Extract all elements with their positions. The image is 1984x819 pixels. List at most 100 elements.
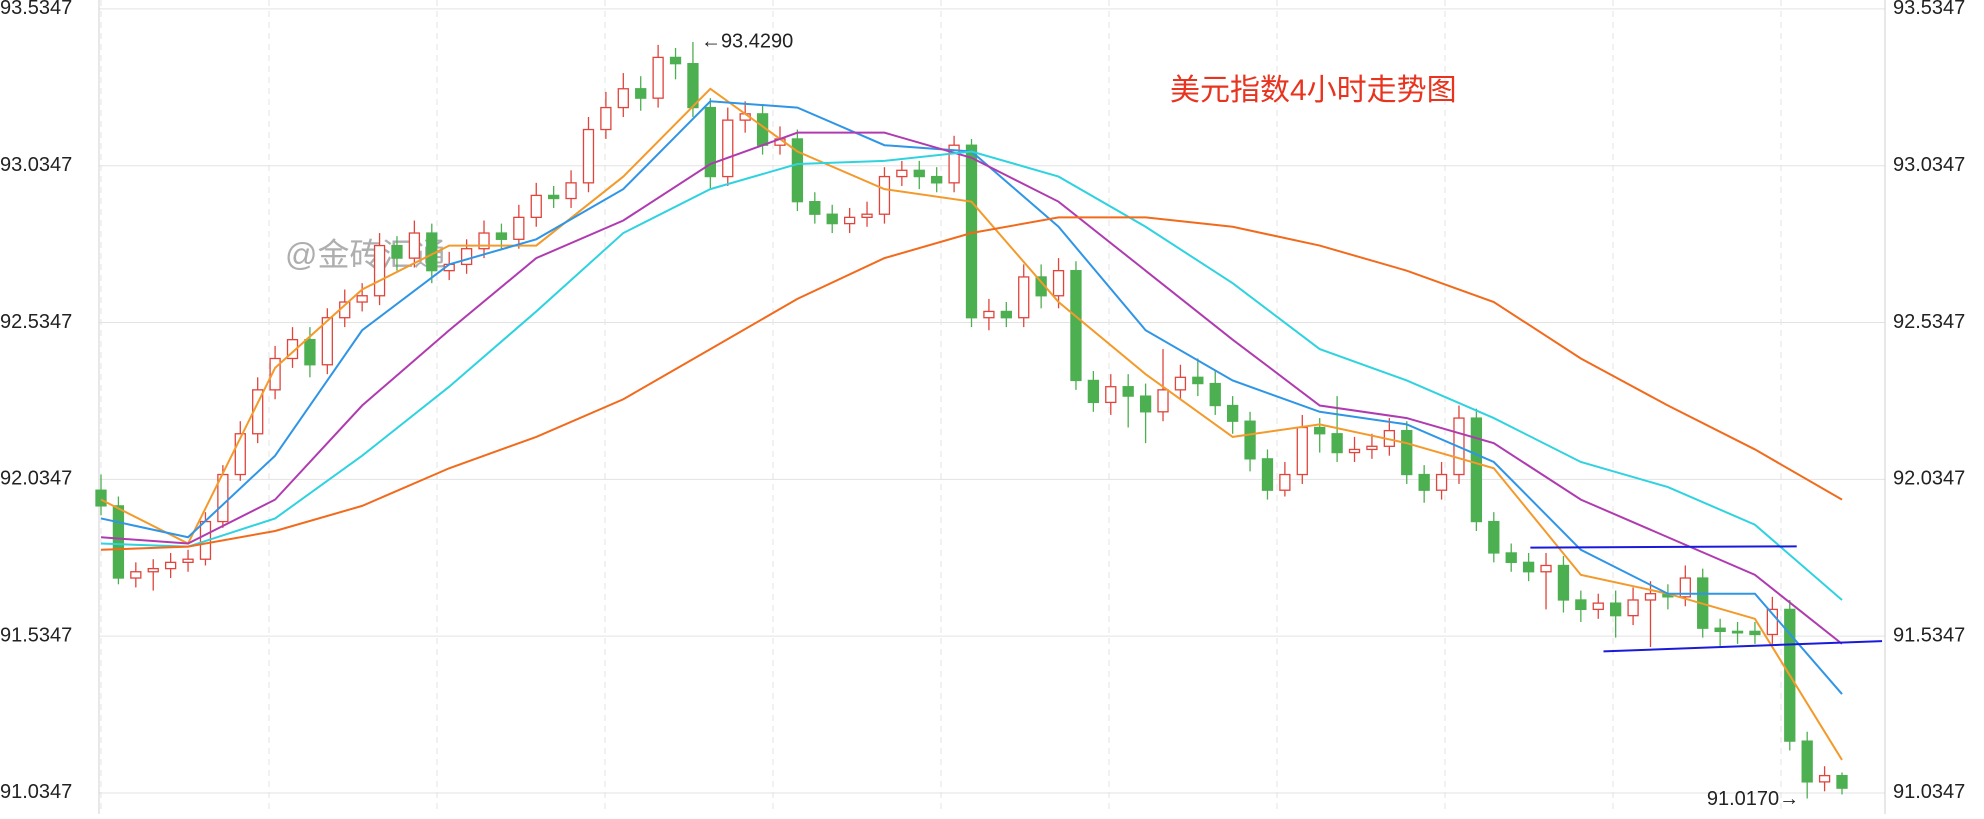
y-tick-label-right: 92.0347 <box>1893 468 1965 490</box>
moving-average-line <box>100 131 1843 645</box>
candle-body <box>1418 473 1430 491</box>
candle-body <box>1714 627 1726 632</box>
candle-body <box>687 63 699 109</box>
candle-body <box>95 489 107 507</box>
candle-body <box>861 213 873 218</box>
candle-body <box>1366 445 1378 451</box>
candle-body <box>1435 473 1448 491</box>
moving-average-line <box>100 150 1843 601</box>
candle-body <box>1139 395 1152 413</box>
candle-body <box>843 216 856 225</box>
candle-body <box>669 56 682 65</box>
watermark: @金砖汇通 <box>285 236 446 272</box>
candle-body <box>1052 270 1065 297</box>
candle-body <box>286 339 299 360</box>
y-tick-label-left: 91.0347 <box>0 781 72 803</box>
y-tick-label-right: 93.0347 <box>1893 154 1965 176</box>
candle-body <box>704 106 716 178</box>
candle-body <box>147 567 159 573</box>
candle-body <box>1592 602 1604 611</box>
candle-body <box>565 182 577 200</box>
y-tick-label-right: 91.5347 <box>1893 624 1965 646</box>
candle-body <box>408 232 421 259</box>
candle-body <box>635 88 647 99</box>
price-annotation: 91.0170→ <box>1707 788 1799 810</box>
candle-body <box>582 128 595 184</box>
y-tick-label-left: 93.0347 <box>0 154 72 176</box>
moving-average-line <box>100 87 1843 761</box>
candle-body <box>548 194 560 200</box>
candle-body <box>1192 376 1204 385</box>
candle-body <box>1557 564 1570 601</box>
candle-body <box>1296 426 1308 476</box>
candle-body <box>1627 599 1639 617</box>
candle-body <box>1209 382 1221 407</box>
chart-title: 美元指数4小时走势图 <box>1170 74 1457 107</box>
candle-body <box>913 169 925 178</box>
candle-body <box>1314 426 1326 435</box>
y-tick-label-left: 91.5347 <box>0 624 72 646</box>
candle-body <box>1679 577 1691 598</box>
candle-body <box>478 232 490 250</box>
candle-body <box>1836 774 1848 789</box>
candle-body <box>948 144 960 184</box>
candle-body <box>1261 458 1274 491</box>
candle-body <box>826 213 838 225</box>
candle-body <box>617 88 629 109</box>
trend-line <box>1530 545 1797 549</box>
candle-body <box>931 175 943 184</box>
candle-body <box>1401 429 1413 476</box>
candle-body <box>722 119 734 178</box>
y-tick-label-left: 93.5347 <box>0 0 72 19</box>
moving-average-line <box>100 216 1843 551</box>
candle-body <box>130 571 142 579</box>
candle-body <box>1801 740 1813 783</box>
candle-body <box>983 310 995 319</box>
candle-body <box>1018 276 1030 319</box>
candle-body <box>373 244 386 297</box>
price-annotation: ←93.4290 <box>701 30 793 52</box>
y-tick-label-right: 91.0347 <box>1893 781 1965 803</box>
candle-body <box>495 232 508 240</box>
candle-body <box>460 248 473 266</box>
candle-body <box>1174 376 1187 391</box>
candle-body <box>878 175 891 215</box>
y-tick-label-right: 93.5347 <box>1893 0 1965 19</box>
candle-body <box>1731 630 1744 634</box>
candle-body <box>391 244 403 259</box>
candle-body <box>1348 448 1361 454</box>
candle-body <box>809 201 821 215</box>
candle-body <box>1227 404 1239 422</box>
candle-body <box>1070 270 1082 382</box>
candle-body <box>112 505 125 579</box>
y-tick-label-left: 92.0347 <box>0 468 72 490</box>
candle-body <box>1644 593 1657 601</box>
candle-body <box>791 138 804 203</box>
y-tick-label-right: 92.5347 <box>1893 311 1965 333</box>
candle-body <box>1540 564 1552 573</box>
candle-body <box>1522 561 1535 573</box>
candle-body <box>530 194 542 218</box>
candle-body <box>1766 608 1779 636</box>
candle-body <box>652 56 664 99</box>
candle-body <box>600 106 612 131</box>
candle-body <box>1505 552 1517 563</box>
candle-body <box>896 169 908 178</box>
y-tick-label-left: 92.5347 <box>0 311 72 333</box>
candle-body <box>1575 599 1587 611</box>
candle-body <box>164 561 177 570</box>
candle-body <box>513 216 525 240</box>
candle-body <box>1244 420 1256 460</box>
candle-body <box>1087 379 1100 404</box>
candle-body <box>269 357 281 391</box>
candle-body <box>1279 473 1291 491</box>
candle-body <box>182 558 194 563</box>
candle-body <box>1488 520 1500 554</box>
candle-body <box>234 433 246 476</box>
candle-body <box>356 295 368 303</box>
candle-body <box>1749 630 1761 636</box>
candle-body <box>1470 417 1483 523</box>
candle-body <box>1105 386 1117 404</box>
